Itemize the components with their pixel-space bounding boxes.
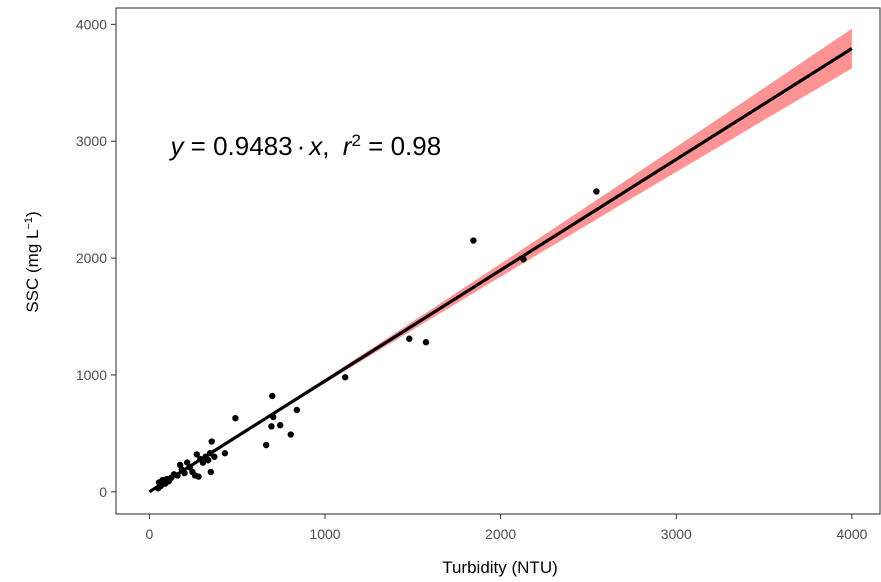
data-point <box>287 431 294 438</box>
data-point <box>186 464 193 471</box>
x-tick-label: 2000 <box>485 526 516 542</box>
regression-line <box>148 47 853 494</box>
eq-comma: , <box>322 131 329 161</box>
y-tick-label: 4000 <box>76 16 107 32</box>
data-point <box>193 451 200 458</box>
y-tick-label: 2000 <box>76 250 107 266</box>
eq-r-equals: = <box>368 131 383 161</box>
eq-coefficient: 0.9483 <box>213 131 293 161</box>
y-axis-title-suffix: ) <box>23 211 42 217</box>
data-point <box>406 335 413 342</box>
data-point <box>199 459 207 466</box>
y-axis-ticks: 0 1000 2000 3000 4000 <box>76 16 116 500</box>
data-point <box>181 469 188 477</box>
regression-equation-annotation: y = 0.9483 · x, r2 = 0.98 <box>168 131 441 162</box>
x-tick-label: 4000 <box>836 526 867 542</box>
eq-dot: · <box>297 131 306 161</box>
data-point <box>195 473 202 480</box>
x-tick-label: 0 <box>145 526 153 542</box>
data-point <box>470 237 477 244</box>
data-point <box>221 450 229 457</box>
y-axis-title: SSC (mg L−1) <box>23 211 42 312</box>
x-tick-label: 1000 <box>309 526 340 542</box>
confidence-band <box>149 28 852 492</box>
y-axis-title-prefix: SSC (mg L <box>23 230 42 313</box>
eq-r-superscript: 2 <box>351 131 360 150</box>
data-point <box>268 423 275 430</box>
data-point <box>520 256 527 263</box>
data-point <box>208 438 215 445</box>
data-points-layer <box>154 188 600 492</box>
panel-border <box>115 7 881 515</box>
y-tick-label: 0 <box>99 484 107 500</box>
data-point <box>262 441 270 449</box>
data-point <box>174 472 181 479</box>
y-tick-label: 3000 <box>76 133 107 149</box>
eq-r-value: 0.98 <box>391 131 442 161</box>
data-point <box>232 414 239 422</box>
data-point <box>205 457 212 464</box>
data-point <box>183 459 191 466</box>
eq-r-var: r <box>343 131 353 161</box>
data-point <box>422 339 430 346</box>
y-tick-label: 1000 <box>76 367 107 383</box>
data-point <box>342 374 349 381</box>
data-point <box>277 421 284 429</box>
data-point <box>293 406 301 414</box>
eq-x-var: x <box>307 131 323 161</box>
data-point <box>207 468 215 476</box>
y-axis-title-superscript: −1 <box>23 217 35 230</box>
data-point <box>593 188 600 195</box>
data-point <box>211 453 218 460</box>
eq-y-var: y <box>168 131 185 161</box>
data-point <box>206 450 214 457</box>
x-axis-ticks: 0 1000 2000 3000 4000 <box>145 514 868 542</box>
data-point <box>269 413 277 421</box>
x-tick-label: 3000 <box>661 526 692 542</box>
regression-line-layer <box>148 47 853 494</box>
x-axis-title: Turbidity (NTU) <box>442 558 558 577</box>
eq-equals: = <box>191 131 206 161</box>
data-point <box>269 392 276 400</box>
confidence-band-layer <box>149 28 852 492</box>
